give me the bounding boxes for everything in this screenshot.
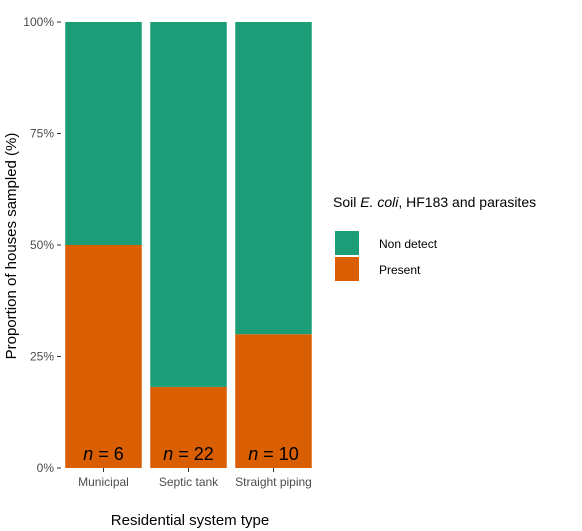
legend-label-present: Present xyxy=(379,263,421,277)
y-axis: 0% 25% 50% 75% 100% xyxy=(23,15,61,475)
x-tick-label-septic-tank: Septic tank xyxy=(159,475,219,489)
bars-group xyxy=(65,22,312,468)
x-tick-label-municipal: Municipal xyxy=(78,475,129,489)
legend-title-italic: E. coli xyxy=(360,194,399,210)
y-tick-label-50: 50% xyxy=(30,238,54,252)
legend-label-non-detect: Non detect xyxy=(379,237,438,251)
sample-size-label-straight-piping: n = 10 xyxy=(248,444,299,464)
y-tick-label-100: 100% xyxy=(23,15,54,29)
legend-title: Soil E. coli, HF183 and parasites xyxy=(333,194,536,210)
sample-size-label-septic-tank: n = 22 xyxy=(163,444,214,464)
legend-title-suffix: , HF183 and parasites xyxy=(398,194,536,210)
x-tick-label-straight-piping: Straight piping xyxy=(235,475,312,489)
x-axis-title: Residential system type xyxy=(111,512,269,529)
bar-straight-piping-non-detect xyxy=(235,22,312,335)
x-axis: Municipal Septic tank Straight piping xyxy=(78,468,312,489)
bar-municipal-present xyxy=(65,245,142,468)
y-axis-title: Proportion of houses sampled (%) xyxy=(3,133,20,360)
legend-title-prefix: Soil xyxy=(333,194,360,210)
bar-septic-tank-present xyxy=(150,386,227,468)
legend: Soil E. coli, HF183 and parasites Non de… xyxy=(333,194,536,281)
y-tick-label-0: 0% xyxy=(37,461,55,475)
sample-size-labels: n = 6 n = 22 n = 10 xyxy=(83,444,299,464)
bar-municipal-non-detect xyxy=(65,22,142,245)
y-tick-label-75: 75% xyxy=(30,127,54,141)
bar-straight-piping-present xyxy=(235,334,312,468)
sample-size-label-municipal: n = 6 xyxy=(83,444,124,464)
y-tick-label-25: 25% xyxy=(30,350,54,364)
bar-septic-tank-non-detect xyxy=(150,22,227,387)
legend-swatch-non-detect xyxy=(335,231,359,255)
legend-swatch-present xyxy=(335,257,359,281)
